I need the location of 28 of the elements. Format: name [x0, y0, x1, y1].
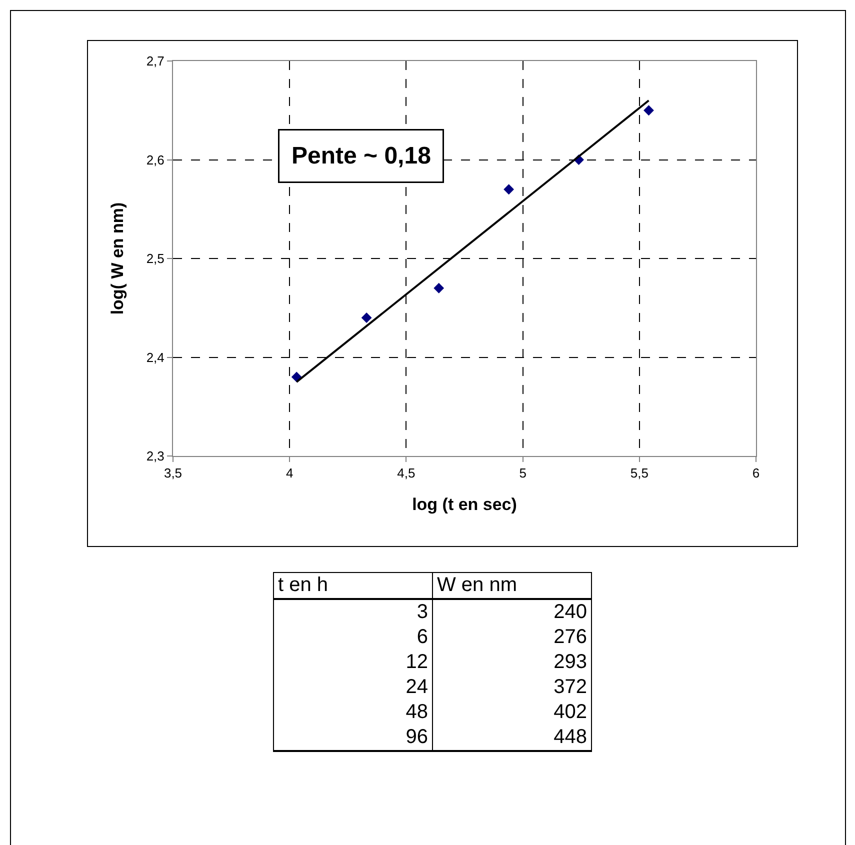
text: W en nm: [432, 572, 592, 599]
y-tick-label: 2,4: [146, 350, 164, 365]
category-label: 6: [274, 625, 432, 650]
y-tick-label: 2,3: [146, 448, 164, 464]
x-tick-label: 6: [752, 466, 760, 481]
x-tick-label: 5: [519, 466, 526, 481]
y-tick-label: 2,6: [146, 152, 164, 168]
x-axis-title: log (t en sec): [412, 495, 517, 514]
text: t en h: [274, 572, 432, 599]
data-label: 402: [432, 700, 592, 725]
data-label: 240: [432, 599, 592, 625]
x-tick-label: 3,5: [164, 466, 182, 481]
annotation: Pente ~ 0,18: [292, 142, 431, 170]
x-tick-label: 5,5: [630, 466, 648, 481]
y-tick-label: 2,7: [146, 54, 164, 69]
category-label: 3: [274, 599, 432, 625]
x-tick-label: 4: [286, 466, 294, 481]
data-label: 372: [432, 675, 592, 700]
y-tick-label: 2,5: [146, 251, 164, 266]
category-label: 96: [274, 725, 432, 751]
data-label: 276: [432, 625, 592, 650]
x-tick-label: 4,5: [397, 466, 416, 481]
category-label: 48: [274, 700, 432, 725]
data-label: 448: [432, 725, 592, 751]
data-label: 293: [432, 650, 592, 675]
category-label: 24: [274, 675, 432, 700]
y-axis-title: log( W en nm): [108, 202, 127, 315]
category-label: 12: [274, 650, 432, 675]
